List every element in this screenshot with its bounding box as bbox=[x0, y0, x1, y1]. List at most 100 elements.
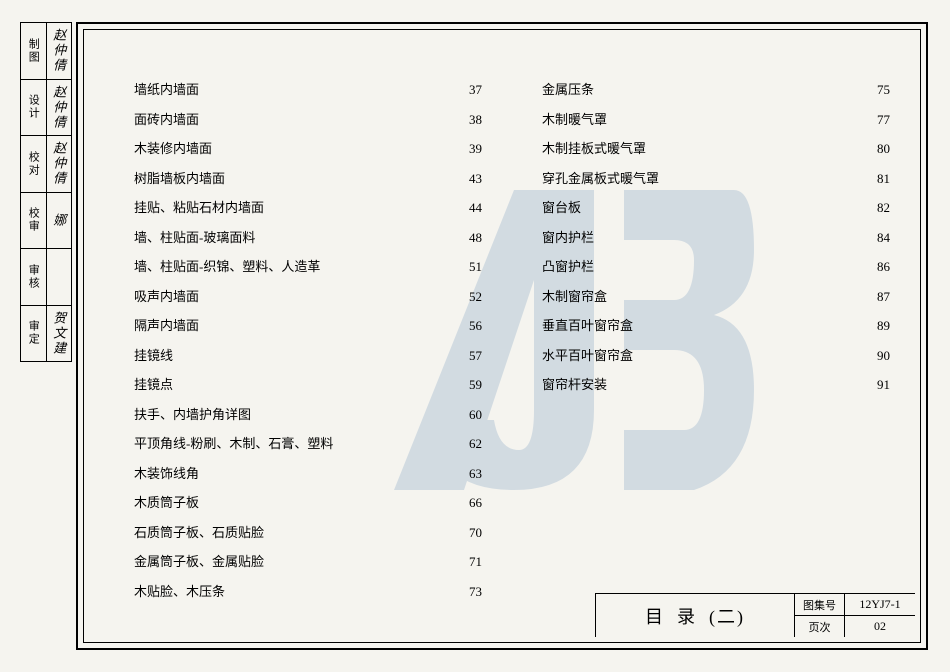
page-number-key: 页次 bbox=[795, 616, 845, 637]
toc-page: 63 bbox=[459, 464, 482, 484]
toc-row: 面砖内墙面38 bbox=[134, 110, 482, 130]
doc-number-val: 12YJ7-1 bbox=[845, 594, 915, 615]
toc-page: 91 bbox=[867, 375, 890, 395]
toc-label: 窗内护栏 bbox=[542, 228, 594, 248]
side-signature: 赵仲倩 bbox=[47, 80, 72, 136]
toc-page: 39 bbox=[459, 139, 482, 159]
toc-page: 38 bbox=[459, 110, 482, 130]
toc-label: 吸声内墙面 bbox=[134, 287, 199, 307]
toc-label: 木制暖气罩 bbox=[542, 110, 607, 130]
toc-label: 墙、柱贴面-玻璃面料 bbox=[134, 228, 255, 248]
toc-page: 52 bbox=[459, 287, 482, 307]
toc-row: 挂镜线57 bbox=[134, 346, 482, 366]
toc-row: 木制暖气罩 77 bbox=[542, 110, 890, 130]
side-role: 审核 bbox=[21, 249, 47, 305]
outer-frame: 墙纸内墙面 37 面砖内墙面38 木装修内墙面 39 树脂墙板内墙面 43 挂贴、粘贴石材内墙… bbox=[76, 22, 928, 650]
toc-row: 挂镜点 59 bbox=[134, 375, 482, 395]
toc-page: 89 bbox=[867, 316, 890, 336]
toc-row: 木贴脸、木压条73 bbox=[134, 582, 482, 602]
page-number-val: 02 bbox=[845, 616, 915, 637]
toc-page: 62 bbox=[459, 434, 482, 454]
toc-label: 金属筒子板、金属贴脸 bbox=[134, 552, 264, 572]
toc-page: 90 bbox=[867, 346, 890, 366]
doc-number-key: 图集号 bbox=[795, 594, 845, 615]
toc-label: 树脂墙板内墙面 bbox=[134, 169, 225, 189]
toc-row: 金属筒子板、金属贴脸 71 bbox=[134, 552, 482, 572]
toc-row: 木质筒子板66 bbox=[134, 493, 482, 513]
toc-row: 水平百叶窗帘盒 90 bbox=[542, 346, 890, 366]
toc-label: 隔声内墙面 bbox=[134, 316, 199, 336]
toc-page: 44 bbox=[459, 198, 482, 218]
toc-page: 71 bbox=[459, 552, 482, 572]
toc-row: 穿孔金属板式暖气罩 81 bbox=[542, 169, 890, 189]
side-role: 审定 bbox=[21, 306, 47, 362]
toc-label: 木装饰线角 bbox=[134, 464, 199, 484]
toc-row: 木装修内墙面 39 bbox=[134, 139, 482, 159]
side-cell: 设计 赵仲倩 bbox=[21, 80, 71, 137]
toc-row: 金属压条 75 bbox=[542, 80, 890, 100]
title-block: 目录(二) 图集号 12YJ7-1 页次 02 bbox=[595, 593, 915, 637]
toc-page: 73 bbox=[459, 582, 482, 602]
toc-row: 窗台板82 bbox=[542, 198, 890, 218]
toc-row: 吸声内墙面 52 bbox=[134, 287, 482, 307]
toc-row: 墙、柱贴面-织锦、塑料、人造革51 bbox=[134, 257, 482, 277]
toc-page: 86 bbox=[867, 257, 890, 277]
toc-label: 金属压条 bbox=[542, 80, 594, 100]
side-role: 校审 bbox=[21, 193, 47, 249]
toc-content: 墙纸内墙面 37 面砖内墙面38 木装修内墙面 39 树脂墙板内墙面 43 挂贴、粘贴石材内墙… bbox=[134, 80, 890, 601]
side-signature: 赵仲倩 bbox=[47, 136, 72, 192]
side-cell: 审核 bbox=[21, 249, 71, 306]
toc-label: 垂直百叶窗帘盒 bbox=[542, 316, 633, 336]
page-title: 目录(二) bbox=[596, 594, 795, 637]
page-number-row: 页次 02 bbox=[795, 616, 915, 637]
toc-row: 平顶角线-粉刷、木制、石膏、塑料 62 bbox=[134, 434, 482, 454]
toc-label: 凸窗护栏 bbox=[542, 257, 594, 277]
toc-page: 80 bbox=[867, 139, 890, 159]
side-cell: 审定 贺文建 bbox=[21, 306, 71, 362]
toc-page: 48 bbox=[459, 228, 482, 248]
side-signature bbox=[47, 249, 72, 305]
toc-page: 81 bbox=[867, 169, 890, 189]
toc-label: 木制窗帘盒 bbox=[542, 287, 607, 307]
toc-label: 墙纸内墙面 bbox=[134, 80, 199, 100]
toc-row: 木制窗帘盒87 bbox=[542, 287, 890, 307]
toc-page: 57 bbox=[459, 346, 482, 366]
inner-frame: 墙纸内墙面 37 面砖内墙面38 木装修内墙面 39 树脂墙板内墙面 43 挂贴、粘贴石材内墙… bbox=[83, 29, 921, 643]
toc-page: 75 bbox=[867, 80, 890, 100]
title-sub-text: (二) bbox=[709, 603, 745, 629]
toc-label: 水平百叶窗帘盒 bbox=[542, 346, 633, 366]
toc-page: 51 bbox=[459, 257, 482, 277]
side-label-strip: 制图 赵仲倩 设计 赵仲倩 校对 赵仲倩 校审 娜 审核 审定 贺文建 bbox=[20, 22, 72, 362]
toc-label: 木质筒子板 bbox=[134, 493, 199, 513]
toc-row: 挂贴、粘贴石材内墙面44 bbox=[134, 198, 482, 218]
toc-row: 扶手、内墙护角详图 60 bbox=[134, 405, 482, 425]
toc-row: 隔声内墙面56 bbox=[134, 316, 482, 336]
toc-label: 木装修内墙面 bbox=[134, 139, 212, 159]
toc-right-column: 金属压条 75 木制暖气罩 77 木制挂板式暖气罩 80 穿孔金属板式暖气罩 81 窗台板82 窗… bbox=[542, 80, 890, 601]
toc-page: 37 bbox=[459, 80, 482, 100]
toc-label: 木制挂板式暖气罩 bbox=[542, 139, 646, 159]
toc-label: 窗帘杆安装 bbox=[542, 375, 607, 395]
toc-page: 82 bbox=[867, 198, 890, 218]
toc-page: 77 bbox=[867, 110, 890, 130]
toc-label: 石质筒子板、石质贴脸 bbox=[134, 523, 264, 543]
toc-label: 挂镜点 bbox=[134, 375, 173, 395]
toc-label: 穿孔金属板式暖气罩 bbox=[542, 169, 659, 189]
toc-page: 60 bbox=[459, 405, 482, 425]
side-signature: 赵仲倩 bbox=[47, 23, 72, 79]
toc-page: 43 bbox=[459, 169, 482, 189]
toc-label: 平顶角线-粉刷、木制、石膏、塑料 bbox=[134, 434, 333, 454]
toc-row: 石质筒子板、石质贴脸 70 bbox=[134, 523, 482, 543]
toc-page: 70 bbox=[459, 523, 482, 543]
toc-row: 墙、柱贴面-玻璃面料 48 bbox=[134, 228, 482, 248]
side-signature: 娜 bbox=[47, 193, 72, 249]
toc-row: 垂直百叶窗帘盒 89 bbox=[542, 316, 890, 336]
toc-label: 扶手、内墙护角详图 bbox=[134, 405, 251, 425]
toc-row: 木装饰线角 63 bbox=[134, 464, 482, 484]
toc-page: 59 bbox=[459, 375, 482, 395]
side-role: 设计 bbox=[21, 80, 47, 136]
side-cell: 校对 赵仲倩 bbox=[21, 136, 71, 193]
side-signature: 贺文建 bbox=[47, 306, 72, 362]
side-cell: 制图 赵仲倩 bbox=[21, 23, 71, 80]
side-role: 制图 bbox=[21, 23, 47, 79]
